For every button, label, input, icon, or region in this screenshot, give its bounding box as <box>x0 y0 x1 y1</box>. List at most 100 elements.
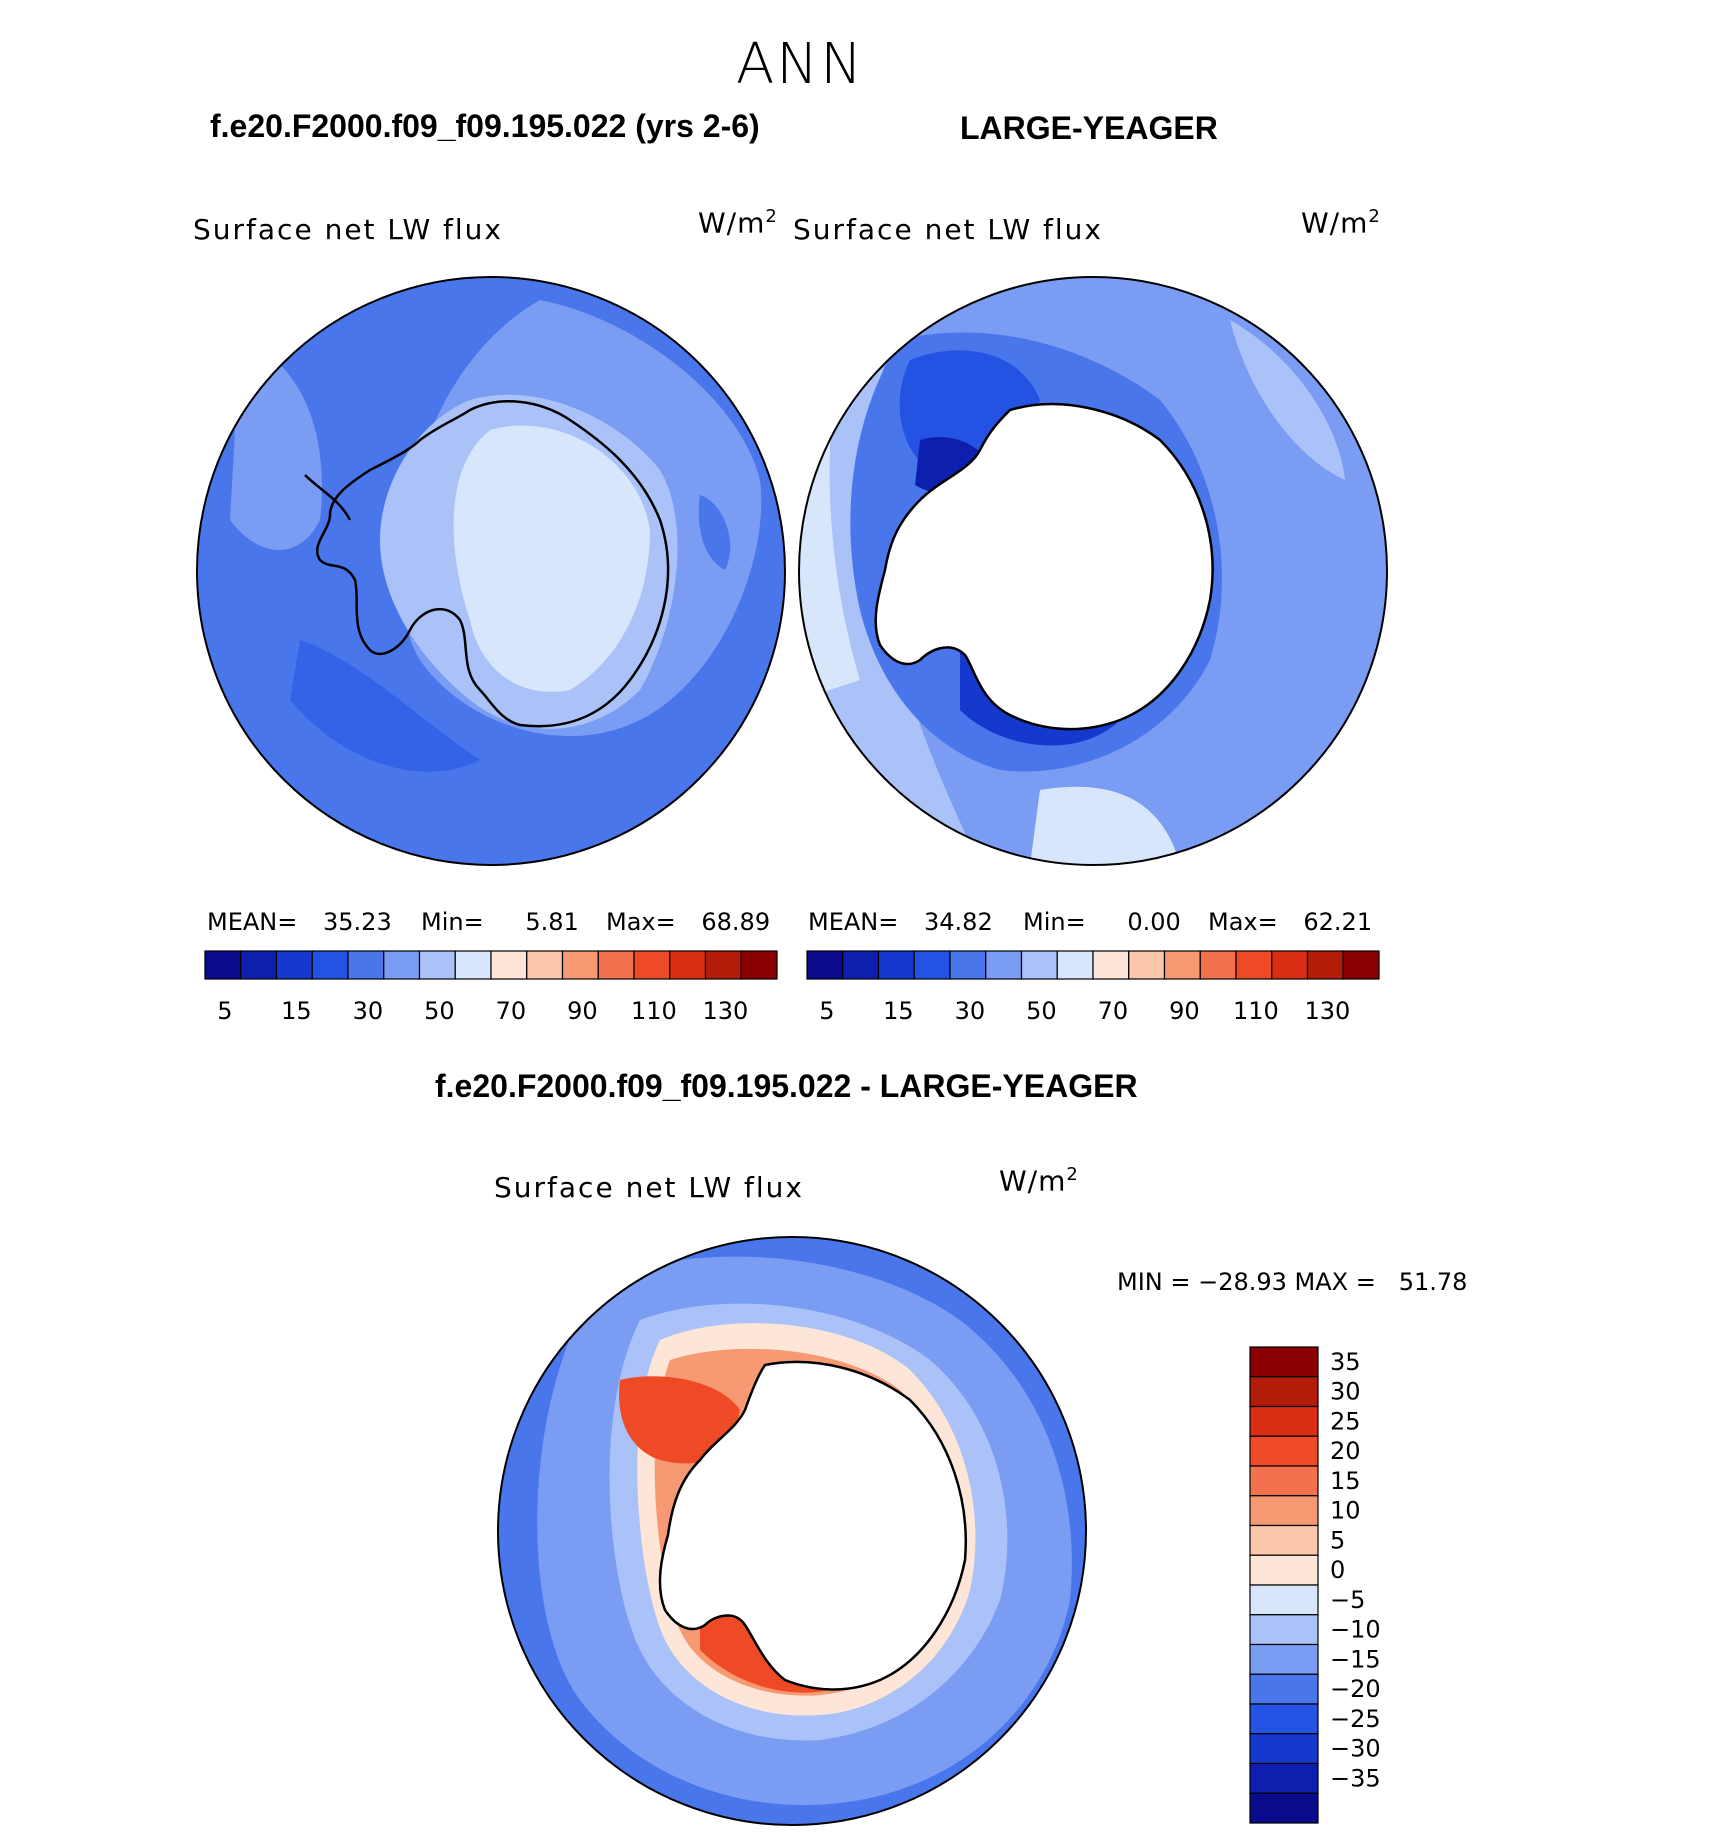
panel2-colorbar-swatch <box>1235 950 1273 980</box>
panel2-colorbar-swatch <box>1092 950 1130 980</box>
panel1-max-value: 68.89 <box>701 908 771 936</box>
diff-units-exponent: 2 <box>1066 1164 1079 1185</box>
diff-colorbar-tick-label: 10 <box>1330 1497 1361 1525</box>
panel2-contour-south-pale <box>1030 786 1180 865</box>
panel1-colorbar-swatch <box>311 950 349 980</box>
diff-case-title: f.e20.F2000.f09_f09.195.022 - LARGE-YEAG… <box>435 1068 1138 1104</box>
panel2-colorbar-tick-label: 90 <box>1169 997 1200 1025</box>
panel1-units-label: W/m2 <box>698 206 778 239</box>
diff-colorbar-swatch <box>1249 1495 1319 1527</box>
panel1-colorbar-swatch <box>204 950 242 980</box>
diff-coastline <box>658 1360 967 1691</box>
diff-contour-weddell <box>619 1376 740 1464</box>
diff-colorbar-swatch <box>1249 1376 1319 1408</box>
diff-colorbar-swatch <box>1249 1703 1319 1735</box>
panel2-colorbar-tick-label: 5 <box>819 997 834 1025</box>
diff-colorbar-swatch <box>1249 1435 1319 1467</box>
panel1-colorbar-tick-label: 70 <box>496 997 527 1025</box>
panel1-units-exponent: 2 <box>765 206 778 227</box>
season-title: ANN <box>736 32 865 97</box>
panel2-mean-label: MEAN= <box>808 908 899 936</box>
panel1-colorbar-swatch <box>633 950 671 980</box>
panel2-variable-label: Surface net LW flux <box>793 213 1103 246</box>
panel1-colorbar-tick-label: 110 <box>631 997 677 1025</box>
diff-units: W/m <box>999 1164 1067 1198</box>
panel2-colorbar-swatch <box>913 950 951 980</box>
panel1-colorbar-swatch <box>597 950 635 980</box>
diff-colorbar-tick-label: −5 <box>1330 1586 1365 1614</box>
panel1-contour-south <box>290 640 480 772</box>
panel1-mean-label: MEAN= <box>207 908 298 936</box>
panel1-mean-value: 35.23 <box>323 908 392 936</box>
panel1-max-label: Max= <box>606 908 676 936</box>
diff-missing-region <box>659 1361 966 1690</box>
panel1-colorbar-swatch <box>347 950 385 980</box>
diff-colorbar-swatch <box>1249 1673 1319 1705</box>
diff-colorbar-tick-label: −20 <box>1330 1675 1381 1703</box>
panel2-colorbar-swatch <box>877 950 915 980</box>
panel2-max: Max= 62.21 <box>1208 908 1372 936</box>
panel1-colorbar-tick-label: 15 <box>281 997 312 1025</box>
panel2-colorbar-swatch <box>1342 950 1380 980</box>
panel2-coastline <box>874 402 1214 731</box>
panel1-colorbar-tick-label: 50 <box>424 997 455 1025</box>
panel1-colorbar-swatch <box>454 950 492 980</box>
panel1-colorbar-swatch <box>490 950 528 980</box>
panel2-colorbar-swatch <box>842 950 880 980</box>
panel1-variable-label: Surface net LW flux <box>193 213 503 246</box>
panel1-contour-patch <box>698 495 731 570</box>
panel1-peninsula <box>304 474 352 521</box>
panel1-colorbar: 5 15 30 50 70 90 110 130 <box>204 950 778 1025</box>
panel2-colorbar-swatch <box>1020 950 1058 980</box>
panel2-max-value: 62.21 <box>1303 908 1373 936</box>
panel1-map-border <box>196 276 786 866</box>
panel2-colorbar-swatch <box>1199 950 1237 980</box>
panel1-units: W/m <box>698 206 766 240</box>
panel2-colorbar-swatch <box>949 950 987 980</box>
diff-colorbar-swatch <box>1249 1584 1319 1616</box>
panel2-field <box>799 277 1387 865</box>
panel1-colorbar-tick-label: 5 <box>217 997 232 1025</box>
diff-colorbar-tick-label: −25 <box>1330 1705 1381 1733</box>
panel1-colorbar-swatch <box>740 950 778 980</box>
diff-colorbar-tick-label: 15 <box>1330 1467 1361 1495</box>
panel2-contour-west-light <box>799 277 980 865</box>
panel1-colorbar-swatch <box>561 950 599 980</box>
panel1-colorbar-swatch <box>275 950 313 980</box>
panel2-colorbar-swatch <box>1271 950 1309 980</box>
panel1-min-value: 5.81 <box>525 908 579 936</box>
panel2-colorbar: 5 15 30 50 70 90 110 130 <box>806 950 1380 1025</box>
diff-colorbar-swatch <box>1249 1346 1319 1378</box>
diff-colorbar-tick-label: 25 <box>1330 1407 1361 1435</box>
panel1-min: Min= 5.81 <box>421 908 579 936</box>
diff-colorbar-tick-label: 20 <box>1330 1437 1361 1465</box>
panel2-colorbar-tick-label: 50 <box>1026 997 1057 1025</box>
panel2-colorbar-swatch <box>1163 950 1201 980</box>
panel1-min-label: Min= <box>421 908 484 936</box>
diff-colorbar-swatch <box>1249 1554 1319 1586</box>
panel2-colorbar-swatch <box>1128 950 1166 980</box>
diff-colorbar-tick-label: 0 <box>1330 1556 1345 1584</box>
panel2-missing-region <box>875 404 1213 730</box>
panel2-units-label: W/m2 <box>1301 206 1381 239</box>
panel1-colorbar-swatch <box>704 950 742 980</box>
diff-colorbar-tick-label: 5 <box>1330 1526 1345 1554</box>
diff-colorbar-tick-label: 35 <box>1330 1348 1361 1376</box>
diff-minmax: MIN = −28.93 MAX = 51.78 <box>1117 1268 1468 1296</box>
panel2-min-label: Min= <box>1023 908 1086 936</box>
panel2-colorbar-swatch <box>985 950 1023 980</box>
diff-colorbar-swatch <box>1249 1733 1319 1765</box>
panel1-stats: MEAN= 35.23 <box>207 908 392 936</box>
diff-colorbar-swatch <box>1249 1643 1319 1675</box>
panel1-max: Max= 68.89 <box>606 908 770 936</box>
panel2-min: Min= 0.00 <box>1023 908 1181 936</box>
diff-map-border <box>497 1236 1087 1826</box>
panel1-coastline <box>316 400 670 728</box>
diff-variable-label: Surface net LW flux <box>494 1171 804 1204</box>
diff-units-label: W/m2 <box>999 1164 1079 1197</box>
panel1-colorbar-tick-label: 90 <box>567 997 598 1025</box>
diff-colorbar-tick-label: −35 <box>1330 1764 1381 1792</box>
panel1-colorbar-swatch <box>383 950 421 980</box>
